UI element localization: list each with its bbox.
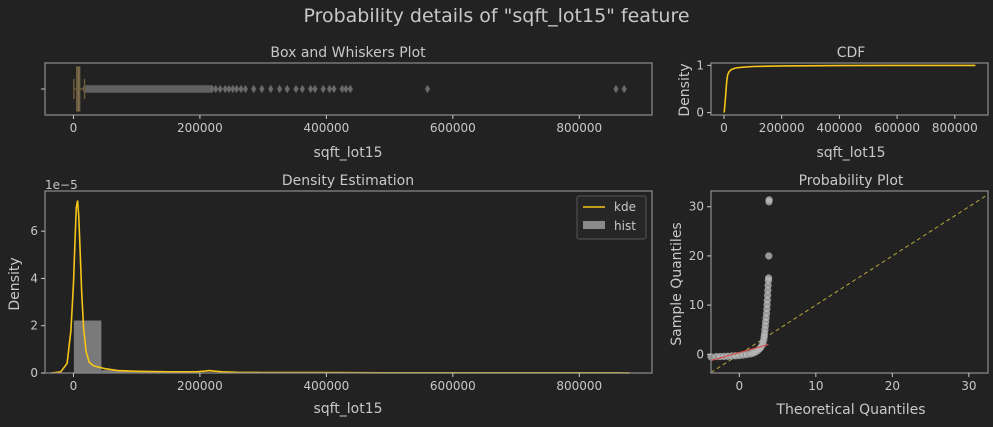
qq-xtick-label-3: 30: [961, 379, 976, 393]
cdf-xtick-label-3: 600000: [874, 121, 920, 135]
qq-xtick-label-0: 0: [735, 379, 743, 393]
density-yscale-label: 1e−5: [45, 178, 78, 192]
box-xtick-label-4: 800000: [556, 121, 602, 135]
density-xtick-label-0: 0: [70, 379, 78, 393]
box-plot-xlabel: sqft_lot15: [313, 145, 382, 161]
qq-xtick-label-1: 10: [808, 379, 823, 393]
cdf-ylabel: Density: [677, 63, 693, 116]
qq-ytick-label-3: 30: [689, 200, 704, 214]
density-xtick-label-3: 600000: [430, 379, 476, 393]
cdf-ytick-label-1: 1: [696, 58, 704, 72]
cdf-xlabel: sqft_lot15: [816, 145, 885, 161]
density-title: Density Estimation: [282, 173, 414, 189]
box-xtick-label-3: 600000: [430, 121, 476, 135]
probability-plot-ylabel: Sample Quantiles: [669, 222, 685, 345]
qq-point-34: [765, 253, 772, 260]
figure-suptitle: Probability details of "sqft_lot15" feat…: [303, 5, 689, 27]
density-ytick-label-1: 2: [30, 319, 38, 333]
box-xtick-label-1: 200000: [177, 121, 223, 135]
cdf-xtick-label-1: 200000: [759, 121, 805, 135]
qq-ytick-label-2: 20: [689, 249, 704, 263]
probability-plot-title: Probability Plot: [799, 173, 904, 189]
density-legend: kde hist: [577, 196, 646, 239]
density-ylabel: Density: [7, 257, 23, 310]
legend-hist-label: hist: [614, 219, 636, 233]
cdf-ytick-label-0: 0: [696, 106, 704, 120]
hist-bar-0: [74, 321, 102, 373]
box-plot-title: Box and Whiskers Plot: [270, 45, 426, 61]
density-xtick-label-4: 800000: [556, 379, 602, 393]
box-xtick-label-2: 400000: [303, 121, 349, 135]
cdf-xtick-label-0: 0: [720, 121, 728, 135]
density-xtick-label-2: 400000: [303, 379, 349, 393]
box-xtick-label-0: 0: [70, 121, 78, 135]
legend-hist-swatch: [583, 221, 605, 229]
qq-xtick-label-2: 20: [885, 379, 900, 393]
probability-plot-xlabel: Theoretical Quantiles: [775, 402, 925, 418]
cdf-xtick-label-4: 800000: [932, 121, 978, 135]
legend-kde-label: kde: [614, 200, 636, 214]
qq-point-36: [766, 196, 773, 203]
density-ytick-label-2: 4: [30, 271, 38, 285]
density-ytick-label-0: 0: [30, 366, 38, 380]
cdf-xtick-label-2: 400000: [816, 121, 862, 135]
qq-ytick-label-1: 10: [689, 298, 704, 312]
cdf-title: CDF: [837, 45, 866, 61]
density-xtick-label-1: 200000: [177, 379, 223, 393]
qq-point-33: [765, 275, 772, 282]
density-xlabel: sqft_lot15: [313, 401, 382, 417]
density-ytick-label-3: 6: [30, 224, 38, 238]
qq-ytick-label-0: 0: [696, 347, 704, 361]
